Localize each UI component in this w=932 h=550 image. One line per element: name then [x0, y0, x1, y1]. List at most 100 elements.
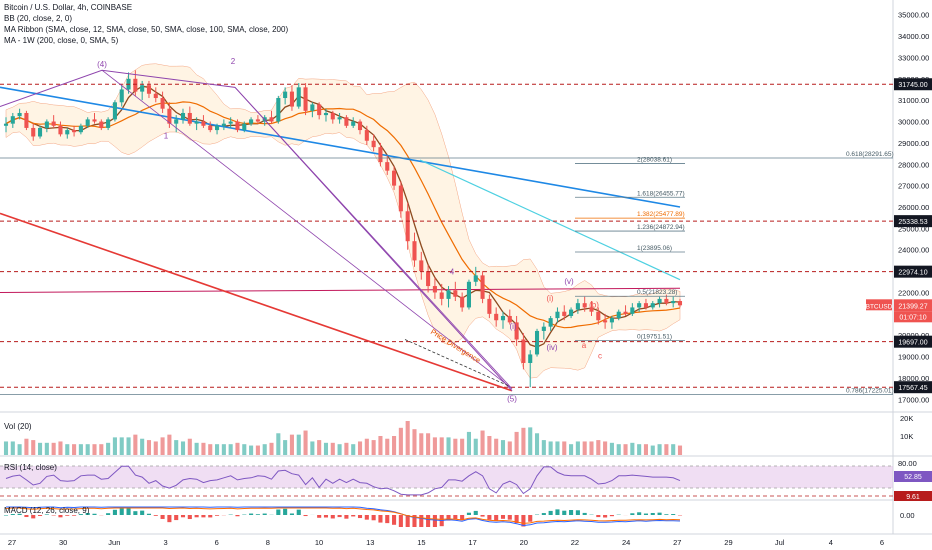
time-tick-label: 20: [520, 538, 528, 547]
time-tick-label: Jun: [108, 538, 120, 547]
volume-bar: [140, 438, 145, 455]
volume-bar: [453, 438, 458, 455]
candle-body: [3, 123, 9, 126]
candle-body: [194, 121, 199, 124]
volume-bar: [10, 441, 15, 455]
wave-label: (i): [546, 294, 553, 303]
candle-body: [208, 125, 213, 131]
candle-body: [58, 125, 63, 135]
candle-body: [603, 320, 608, 323]
macd-histogram-bar: [160, 515, 165, 519]
volume-bar: [208, 444, 213, 455]
candle-body: [133, 78, 138, 92]
macd-histogram-bar: [106, 513, 111, 515]
fib-level-label: 1(23895.06): [637, 245, 672, 252]
price-tick-label: 28000.00: [898, 160, 929, 169]
macd-tick-label: 0.00: [900, 511, 915, 520]
volume-bar: [623, 444, 628, 455]
volume-bar: [392, 436, 397, 455]
fib-level-label: 0.5(21823.28): [637, 289, 677, 296]
fib-level-label: 2(28038.61): [637, 156, 672, 163]
fib-level-label: 0.786(17225.01): [846, 388, 894, 395]
volume-bar: [194, 442, 199, 455]
wave-channel-line: [101, 69, 513, 389]
vol-tick-label: 10K: [900, 432, 913, 441]
bollinger-band: [5, 63, 681, 379]
price-badge-bg: [894, 215, 932, 228]
macd-histogram-bar: [146, 513, 152, 515]
time-tick-label: 22: [571, 538, 579, 547]
volume-bar: [133, 434, 138, 455]
macd-histogram-bar: [630, 513, 635, 515]
macd-histogram-bar: [521, 515, 526, 527]
candle-body: [630, 307, 635, 314]
wave-label: (i): [509, 322, 516, 331]
candle-body: [72, 130, 77, 133]
volume-bar: [146, 440, 152, 455]
time-tick-label: 10: [315, 538, 323, 547]
rsi-pane-label: RSI (14, close): [4, 463, 57, 472]
candle-body: [310, 104, 315, 111]
volume-bar: [671, 444, 676, 455]
candle-body: [609, 318, 614, 323]
macd-histogram-bar: [548, 510, 553, 515]
macd-histogram-bar: [664, 514, 669, 515]
candle-body: [432, 286, 437, 293]
price-badge-bg: [894, 78, 932, 91]
time-tick-label: 30: [59, 538, 67, 547]
volume-bar: [596, 440, 601, 455]
price-badge-label: 17567.45: [898, 385, 927, 392]
volume-bar: [412, 429, 417, 455]
volume-bar: [255, 445, 260, 455]
volume-bar: [317, 440, 322, 455]
candle-body: [392, 170, 397, 186]
volume-bar: [126, 437, 131, 455]
volume-bar: [439, 437, 444, 455]
rsi-band: [0, 466, 893, 488]
candle-body: [514, 322, 519, 340]
macd-histogram-bar: [351, 515, 356, 517]
price-badge-bg: [894, 265, 932, 278]
macd-histogram-bar: [153, 515, 158, 516]
macd-pane-label: MACD (12, 26, close, 9): [4, 506, 90, 515]
macd-histogram-bar: [432, 515, 437, 527]
macd-histogram-bar: [10, 514, 15, 515]
candle-body: [153, 93, 158, 99]
volume-bar: [473, 438, 478, 455]
wave-label: (5): [507, 394, 517, 403]
macd-histogram-bar: [466, 512, 471, 515]
volume-bar: [603, 441, 608, 455]
time-tick-label: 8: [266, 538, 270, 547]
volume-bar: [446, 437, 451, 455]
wave-label: 2: [231, 57, 236, 66]
candle-body: [119, 89, 124, 103]
macd-histogram-bar: [187, 515, 192, 520]
macd-histogram-bar: [405, 515, 410, 527]
wave-channel-line: [234, 87, 513, 389]
macd-histogram-bar: [596, 515, 601, 518]
price-badge-label: 21399.27: [898, 303, 927, 310]
candle-body: [255, 119, 260, 122]
volume-bar: [242, 444, 247, 455]
ma-50-line: [5, 101, 681, 329]
volume-bar: [507, 441, 512, 455]
macd-histogram-bar: [385, 515, 390, 524]
volume-bar: [426, 433, 431, 455]
macd-histogram-bar: [487, 515, 492, 520]
macd-histogram-bar: [412, 515, 417, 527]
candle-body: [17, 112, 22, 117]
candle-body: [85, 119, 90, 126]
candle-body: [10, 116, 15, 124]
trendline-red: [0, 212, 513, 392]
volume-bar: [677, 445, 683, 455]
volume-bar: [582, 441, 587, 455]
candle-body: [24, 112, 29, 128]
volume-bar: [112, 437, 117, 455]
macd-histogram-bar: [208, 515, 213, 518]
macd-histogram-bar: [140, 510, 145, 515]
volume-bar: [466, 431, 471, 455]
time-tick-label: Jul: [775, 538, 785, 547]
vol-tick-label: 20K: [900, 414, 913, 423]
